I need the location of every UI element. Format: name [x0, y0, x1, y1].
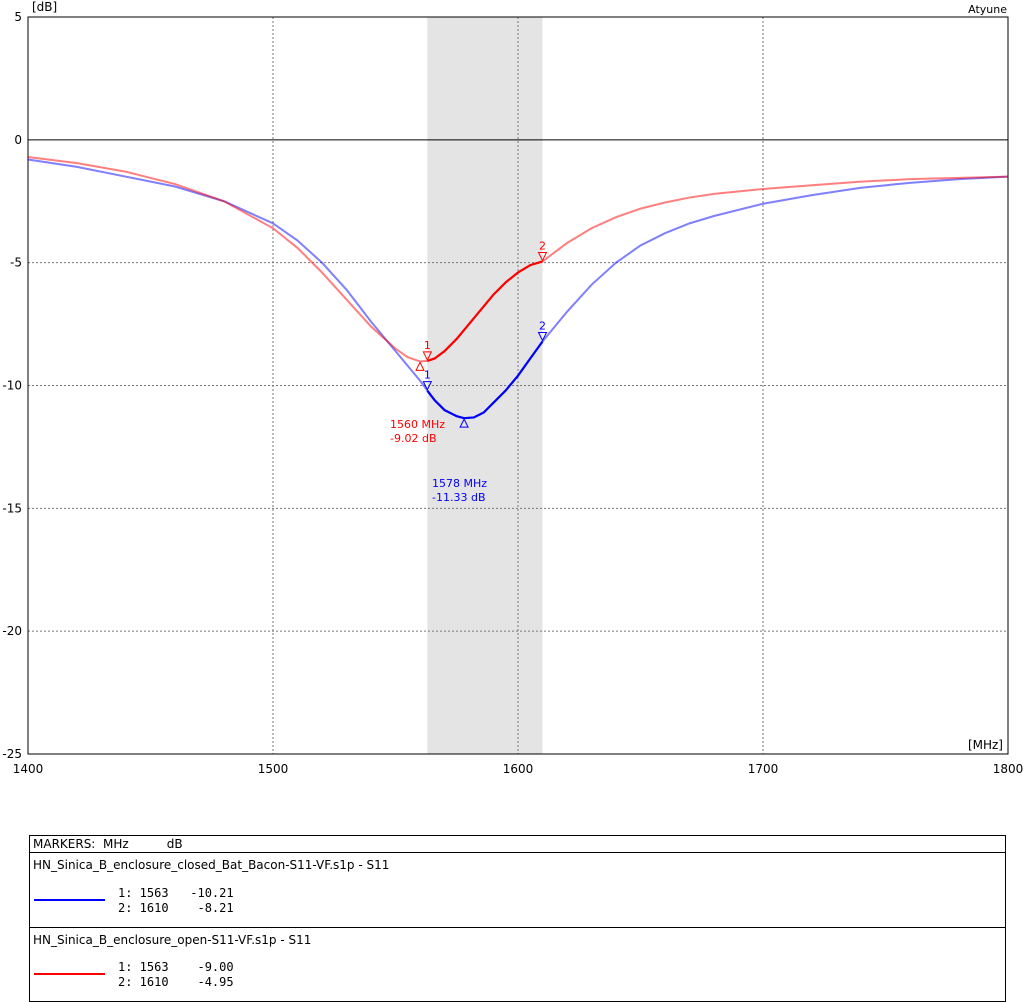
marker-triangle	[422, 351, 433, 362]
marker-triangle	[422, 381, 433, 391]
red-min-db: -9.02 dB	[390, 432, 437, 445]
series-band-line-0	[426, 340, 544, 420]
legend-file-name: HN_Sinica_B_enclosure_open-S11-VF.s1p - …	[33, 933, 312, 947]
legend-header: MARKERS: MHz dB	[30, 836, 1005, 853]
marker-triangle	[537, 332, 548, 342]
legend-row: 2: 1610 -8.21	[118, 901, 234, 915]
y-tick-label: -25	[2, 747, 22, 761]
x-tick-label: 1700	[748, 762, 779, 776]
legend-swatch-blue	[34, 899, 105, 901]
x-tick-label: 1800	[993, 762, 1024, 776]
x-unit-label: [MHz]	[968, 738, 1003, 752]
legend-row: 1: 1563 -9.00	[118, 960, 234, 974]
y-tick-label: -10	[2, 379, 22, 393]
marker-label: 2	[539, 239, 546, 252]
x-tick-label: 1400	[13, 762, 44, 776]
legend-entry: HN_Sinica_B_enclosure_open-S11-VF.s1p - …	[30, 927, 1005, 1002]
marker-label: 1	[424, 339, 431, 352]
blue-min-freq: 1578 MHz	[432, 477, 487, 490]
plot-frame	[27, 16, 1009, 755]
y-tick-label: 0	[14, 133, 22, 147]
chart: 1 2 1 2 1560 MHz-9.02 dB 1578 MHz-11.33 dB 14…	[2, 0, 1024, 776]
marker-triangle	[537, 251, 548, 262]
y-tick-label: 5	[14, 10, 22, 24]
x-tick-label: 1600	[503, 762, 534, 776]
legend-row: 2: 1610 -4.95	[118, 975, 234, 989]
blue-min-db: -11.33 dB	[432, 491, 486, 504]
y-tick-label: -5	[10, 256, 22, 270]
y-tick-label: -15	[2, 501, 22, 515]
legend-row: 1: 1563 -10.21	[118, 886, 234, 900]
y-tick-label: -20	[2, 624, 22, 638]
y-unit-label: [dB]	[32, 0, 57, 14]
x-tick-label: 1500	[258, 762, 289, 776]
marker-legend: MARKERS: MHz dB HN_Sinica_B_enclosure_cl…	[29, 835, 1006, 1002]
min-marker-triangle	[415, 361, 425, 371]
legend-entry: HN_Sinica_B_enclosure_closed_Bat_Bacon-S…	[30, 853, 1005, 927]
watermark: Atyune	[968, 3, 1007, 16]
legend-swatch-red	[34, 973, 105, 975]
min-marker-triangle	[459, 418, 469, 428]
legend-file-name: HN_Sinica_B_enclosure_closed_Bat_Bacon-S…	[33, 858, 390, 872]
red-min-freq: 1560 MHz	[390, 418, 445, 431]
marker-label: 1	[424, 369, 431, 382]
marker-label: 2	[539, 320, 546, 333]
series-band-line-1	[427, 260, 543, 362]
